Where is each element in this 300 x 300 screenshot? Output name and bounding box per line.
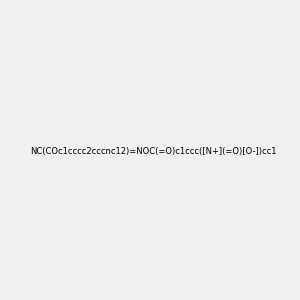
Text: NC(COc1cccc2cccnc12)=NOC(=O)c1ccc([N+](=O)[O-])cc1: NC(COc1cccc2cccnc12)=NOC(=O)c1ccc([N+](=… — [31, 147, 277, 156]
